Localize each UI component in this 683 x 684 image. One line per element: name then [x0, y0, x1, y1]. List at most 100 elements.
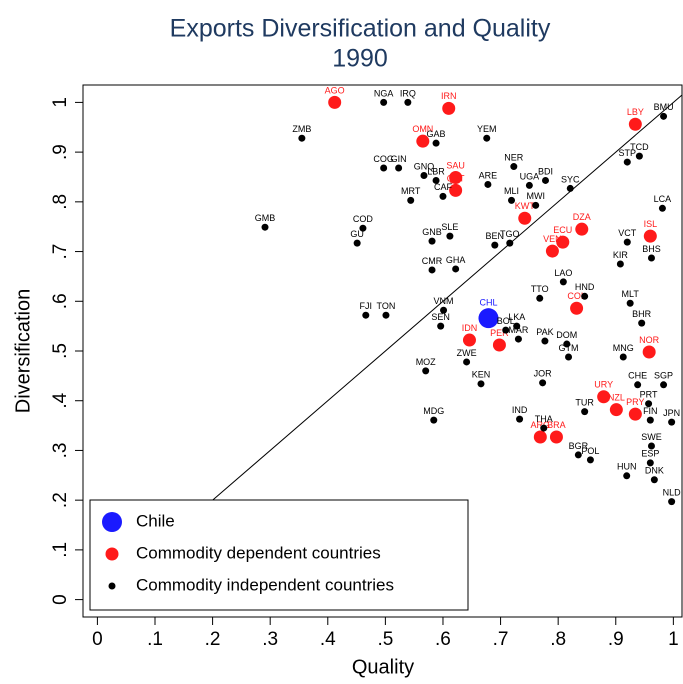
data-point [628, 407, 642, 421]
data-point [575, 222, 589, 236]
data-point [483, 134, 491, 142]
legend-marker [102, 512, 122, 532]
data-point [380, 98, 388, 106]
point-label: IRQ [400, 88, 416, 98]
data-point [492, 338, 506, 352]
point-label: BHS [642, 244, 661, 254]
point-label: HUN [617, 462, 637, 472]
y-tick-label: .2 [50, 492, 71, 508]
data-point [532, 201, 540, 209]
data-point [668, 498, 676, 506]
point-label: LBY [627, 107, 644, 117]
data-point [382, 311, 390, 319]
legend-marker [105, 547, 119, 561]
legend-label: Chile [136, 511, 175, 530]
data-point [623, 158, 631, 166]
point-label: GIN [391, 154, 407, 164]
point-label: ARE [479, 170, 498, 180]
point-label: KWT [515, 201, 535, 211]
data-point [645, 400, 653, 408]
point-label: JOR [534, 369, 553, 379]
data-point [420, 171, 428, 179]
point-label: BHR [632, 309, 652, 319]
point-label: DOM [556, 330, 577, 340]
data-point [570, 301, 584, 315]
x-tick-label: .1 [147, 629, 163, 650]
point-label: BMU [654, 102, 674, 112]
point-label: SLE [441, 222, 458, 232]
point-label: BDI [538, 166, 553, 176]
point-label: ZMB [292, 124, 311, 134]
chart-title: Exports Diversification and Quality [170, 15, 551, 43]
data-point [566, 184, 574, 192]
data-point [647, 442, 655, 450]
data-point [646, 416, 654, 424]
data-point [437, 322, 445, 330]
data-point [442, 101, 456, 115]
data-point [597, 390, 611, 404]
point-label: BOL [497, 316, 515, 326]
y-tick-label: .8 [50, 194, 71, 210]
point-label: MLI [504, 186, 519, 196]
point-label: THA [535, 414, 553, 424]
data-point [416, 134, 430, 148]
point-label: DZA [573, 212, 591, 222]
point-label: TTO [531, 284, 549, 294]
point-label: STP [619, 148, 637, 158]
point-label: FIN [643, 406, 658, 416]
x-tick-label: .3 [262, 629, 278, 650]
point-label: VEN [543, 234, 562, 244]
point-label: LCA [654, 194, 672, 204]
x-tick-label: .8 [550, 629, 566, 650]
point-label: NZL [608, 393, 625, 403]
point-label: LAO [554, 268, 572, 278]
y-tick-label: .9 [50, 144, 71, 160]
data-point [545, 244, 559, 258]
y-tick-label: .6 [50, 293, 71, 309]
data-point [539, 379, 547, 387]
data-point [484, 180, 492, 188]
data-point [533, 430, 547, 444]
data-point [440, 306, 448, 314]
data-point [642, 345, 656, 359]
data-point [541, 176, 549, 184]
point-label: TCD [630, 142, 649, 152]
data-point [634, 381, 642, 389]
x-tick-label: 0 [92, 629, 103, 650]
data-point [635, 152, 643, 160]
point-label: NLD [663, 488, 682, 498]
point-label: ARG [531, 420, 551, 430]
point-label: QAT [447, 173, 465, 183]
data-point [439, 192, 447, 200]
data-point [353, 239, 361, 247]
data-point [380, 164, 388, 172]
point-label: GNQ [414, 161, 435, 171]
data-point [609, 403, 623, 417]
point-label: NER [504, 152, 524, 162]
y-tick-label: .7 [50, 244, 71, 260]
data-point [623, 238, 631, 246]
data-point [650, 476, 658, 484]
x-tick-label: 1 [668, 629, 679, 650]
x-tick-label: .6 [435, 629, 451, 650]
data-point [478, 308, 499, 329]
data-point [477, 380, 485, 388]
data-point [449, 170, 463, 184]
x-tick-label: .5 [377, 629, 393, 650]
y-axis-label: Diversification [12, 289, 34, 413]
point-label: AGO [325, 85, 345, 95]
point-label: MOZ [416, 357, 436, 367]
point-label: NGA [374, 88, 394, 98]
point-label: MRT [401, 186, 421, 196]
data-point [626, 299, 634, 307]
point-label: GNB [422, 227, 442, 237]
point-label: TGO [500, 229, 520, 239]
point-label: BEN [486, 231, 505, 241]
data-point [462, 333, 476, 347]
data-point [516, 415, 524, 423]
data-point [362, 311, 370, 319]
point-label: LKA [508, 312, 525, 322]
point-label: POL [581, 446, 599, 456]
data-point [446, 232, 454, 240]
point-label: CHE [628, 371, 647, 381]
